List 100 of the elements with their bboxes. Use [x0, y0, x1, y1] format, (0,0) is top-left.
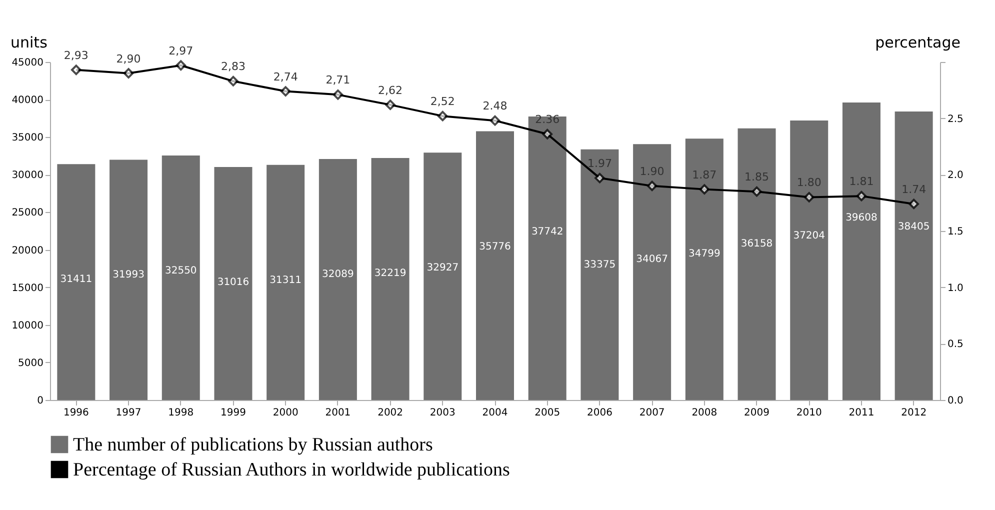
bar — [738, 128, 776, 400]
y-tick-label: 15000 — [12, 282, 44, 294]
data-label: 33375 — [584, 259, 616, 270]
data-label: 2,62 — [378, 84, 403, 97]
y2-tick-label: 0.0 — [948, 396, 964, 406]
point — [490, 115, 500, 126]
y2-tick-label: 1.0 — [948, 282, 964, 294]
legend-label: The number of publications by Russian authors — [73, 434, 433, 456]
x-tick-label: 2004 — [482, 408, 508, 418]
point — [385, 100, 396, 110]
point — [332, 89, 344, 100]
bar — [633, 144, 672, 400]
point — [856, 190, 867, 202]
bar — [424, 152, 462, 400]
y-tick-label: 25000 — [12, 208, 44, 219]
y-axis-title: units — [10, 34, 48, 52]
data-label: 2,52 — [430, 95, 455, 108]
x-tick-label: 1996 — [63, 408, 89, 418]
x-tick-label: 2001 — [325, 408, 351, 418]
x-tick-label: 2007 — [639, 408, 665, 418]
data-label: 1.97 — [587, 157, 612, 170]
y-tick-label: 10000 — [12, 320, 44, 332]
legend-label: Percentage of Russian Authors in worldwide publications — [73, 460, 510, 480]
x-tick-label: 2006 — [586, 408, 612, 418]
data-label: 2.48 — [482, 100, 508, 113]
data-label: 32550 — [164, 266, 197, 277]
bar — [842, 102, 880, 400]
bar — [162, 156, 200, 400]
y2-tick-label: 1.5 — [948, 226, 964, 238]
data-label: 38405 — [898, 222, 930, 233]
data-label: 2,71 — [326, 74, 350, 87]
data-label: 31311 — [270, 274, 302, 286]
x-tick-label: 1998 — [168, 408, 194, 418]
bar — [790, 120, 828, 400]
data-label: 32927 — [426, 262, 459, 274]
point — [752, 186, 762, 197]
bar — [110, 160, 148, 400]
data-label: 39608 — [846, 212, 878, 224]
data-label: 31016 — [217, 277, 250, 288]
y-tick-label: 35000 — [12, 132, 44, 144]
bar — [57, 164, 96, 400]
bar — [580, 149, 619, 400]
data-label: 34799 — [688, 248, 720, 260]
y2-tick-label: 0.5 — [948, 339, 964, 350]
point — [280, 86, 291, 96]
data-label: 2,74 — [273, 70, 298, 84]
y-tick-label: 45000 — [12, 58, 44, 68]
point — [699, 184, 710, 194]
y2-tick-label: 2.5 — [948, 114, 964, 125]
y-tick-label: 0 — [37, 396, 44, 406]
x-tick-label: 1999 — [220, 408, 246, 418]
bar — [476, 131, 514, 400]
bar — [266, 164, 305, 400]
data-label: 1.90 — [640, 164, 664, 178]
data-label: 32219 — [374, 268, 406, 279]
x-tick-label: 2002 — [378, 408, 404, 418]
point — [437, 110, 448, 122]
point — [70, 64, 82, 76]
x-tick-label: 2011 — [848, 408, 874, 418]
data-label: 35776 — [479, 241, 511, 252]
bar — [214, 167, 252, 400]
data-label: 32089 — [322, 268, 354, 280]
bar — [371, 158, 410, 400]
point — [176, 60, 186, 71]
x-tick-label: 2005 — [534, 408, 560, 418]
point — [542, 128, 553, 140]
data-label: 2,83 — [220, 60, 246, 74]
y2-tick-label: 2.0 — [948, 170, 964, 182]
x-tick-label: 1997 — [116, 408, 142, 418]
data-label: 2,90 — [116, 52, 141, 66]
y-tick-label: 30000 — [12, 170, 44, 182]
x-tick-label: 2000 — [272, 408, 298, 418]
bar — [318, 158, 357, 400]
data-label: 2,93 — [64, 48, 88, 62]
data-label: 31993 — [112, 270, 144, 281]
x-tick-label: 2010 — [796, 408, 822, 418]
point — [908, 198, 920, 210]
bar — [685, 138, 724, 400]
y2-axis-title: percentage — [875, 34, 960, 52]
data-label: 1.81 — [849, 175, 874, 188]
data-label: 1.85 — [744, 170, 770, 184]
bar — [894, 112, 933, 400]
point — [228, 76, 238, 86]
data-label: 2,97 — [168, 44, 194, 58]
bar — [528, 116, 566, 400]
data-label: 1.87 — [692, 168, 717, 182]
x-tick-label: 2009 — [744, 408, 770, 418]
y-tick-label: 20000 — [12, 245, 44, 256]
point — [594, 172, 605, 184]
point — [804, 192, 814, 202]
x-tick-label: 2008 — [692, 408, 718, 418]
data-label: 37742 — [531, 226, 564, 238]
data-label: 37204 — [793, 230, 826, 242]
x-tick-label: 2003 — [430, 408, 456, 418]
x-tick-label: 2012 — [901, 408, 927, 418]
data-label: 36158 — [740, 238, 773, 250]
y-tick-label: 5000 — [18, 358, 44, 369]
point — [123, 68, 134, 78]
data-label: 2.36 — [535, 113, 560, 126]
data-label: 1.74 — [902, 182, 926, 196]
